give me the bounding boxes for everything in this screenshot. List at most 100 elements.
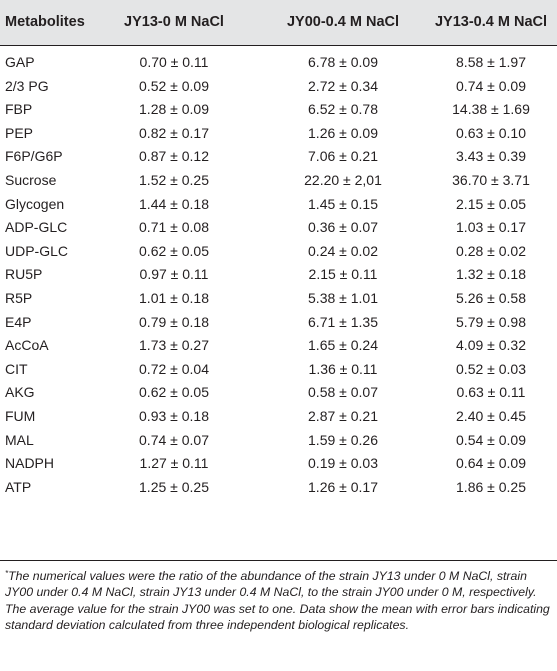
table-row: 2/3 PG 0.52 ± 0.09 2.72 ± 0.34 0.74 ± 0.09 <box>0 75 557 99</box>
table-row: RU5P 0.97 ± 0.11 2.15 ± 0.11 1.32 ± 0.18 <box>0 263 557 287</box>
table-row: GAP 0.70 ± 0.11 6.78 ± 0.09 8.58 ± 1.97 <box>0 51 557 75</box>
metabolite-name: ADP-GLC <box>5 219 68 236</box>
metabolite-name: Sucrose <box>5 171 57 188</box>
jy13-04m-value: 14.38 ± 1.69 <box>452 101 530 118</box>
table-footnote: *The numerical values were the ratio of … <box>5 568 553 633</box>
jy13-0m-value: 0.93 ± 0.18 <box>139 407 209 424</box>
jy13-04m-value: 0.63 ± 0.10 <box>456 124 526 141</box>
jy13-04m-value: 36.70 ± 3.71 <box>452 171 530 188</box>
jy00-04m-value: 1.65 ± 0.24 <box>308 337 378 354</box>
table-row: FUM 0.93 ± 0.18 2.87 ± 0.21 2.40 ± 0.45 <box>0 405 557 429</box>
metabolite-name: UDP-GLC <box>5 242 69 259</box>
jy13-0m-value: 0.74 ± 0.07 <box>139 431 209 448</box>
metabolite-name: NADPH <box>5 455 55 472</box>
metabolite-name: FUM <box>5 407 36 424</box>
footer-divider <box>0 560 557 561</box>
jy00-04m-value: 5.38 ± 1.01 <box>308 289 378 306</box>
jy13-0m-value: 0.79 ± 0.18 <box>139 313 209 330</box>
table-row: CIT 0.72 ± 0.04 1.36 ± 0.11 0.52 ± 0.03 <box>0 358 557 382</box>
metabolite-name: CIT <box>5 360 28 377</box>
metabolite-name: E4P <box>5 313 32 330</box>
header-divider <box>0 45 557 46</box>
jy00-04m-value: 0.58 ± 0.07 <box>308 384 378 401</box>
jy13-04m-value: 1.32 ± 0.18 <box>456 266 526 283</box>
jy00-04m-value: 6.52 ± 0.78 <box>308 101 378 118</box>
jy00-04m-value: 6.71 ± 1.35 <box>308 313 378 330</box>
jy00-04m-value: 1.45 ± 0.15 <box>308 195 378 212</box>
table-row: UDP-GLC 0.62 ± 0.05 0.24 ± 0.02 0.28 ± 0.02 <box>0 240 557 264</box>
table-row: Glycogen 1.44 ± 0.18 1.45 ± 0.15 2.15 ± 0.0… <box>0 193 557 217</box>
jy13-04m-value: 3.43 ± 0.39 <box>456 148 526 165</box>
jy13-0m-value: 0.82 ± 0.17 <box>139 124 209 141</box>
jy00-04m-value: 0.36 ± 0.07 <box>308 219 378 236</box>
jy00-04m-value: 0.24 ± 0.02 <box>308 242 378 259</box>
jy13-04m-value: 5.26 ± 0.58 <box>456 289 526 306</box>
table-row: F6P/G6P 0.87 ± 0.12 7.06 ± 0.21 3.43 ± 0.39 <box>0 145 557 169</box>
jy13-04m-value: 5.79 ± 0.98 <box>456 313 526 330</box>
jy00-04m-value: 2.15 ± 0.11 <box>308 266 378 283</box>
metabolite-name: AKG <box>5 384 35 401</box>
metabolite-name: AcCoA <box>5 337 49 354</box>
table-row: AcCoA 1.73 ± 0.27 1.65 ± 0.24 4.09 ± 0.32 <box>0 334 557 358</box>
jy00-04m-value: 6.78 ± 0.09 <box>308 54 378 70</box>
jy13-0m-value: 1.28 ± 0.09 <box>139 101 209 118</box>
jy13-04m-value: 0.63 ± 0.11 <box>456 384 526 401</box>
jy00-04m-value: 0.19 ± 0.03 <box>308 455 378 472</box>
jy13-0m-value: 1.27 ± 0.11 <box>139 455 209 472</box>
jy13-0m-value: 0.97 ± 0.11 <box>139 266 209 283</box>
metabolite-name: R5P <box>5 289 33 306</box>
metabolite-name: 2/3 PG <box>5 77 49 94</box>
metabolite-name: ATP <box>5 478 32 495</box>
metabolite-name: PEP <box>5 124 34 141</box>
table-row: MAL 0.74 ± 0.07 1.59 ± 0.26 0.54 ± 0.09 <box>0 429 557 453</box>
jy13-04m-value: 2.40 ± 0.45 <box>456 407 526 424</box>
jy13-04m-value: 4.09 ± 0.32 <box>456 337 526 354</box>
table-row: NADPH 1.27 ± 0.11 0.19 ± 0.03 0.64 ± 0.09 <box>0 452 557 476</box>
jy13-0m-value: 1.73 ± 0.27 <box>139 337 209 354</box>
metabolite-name: GAP <box>5 54 35 70</box>
jy13-04m-value: 1.03 ± 0.17 <box>456 219 526 236</box>
jy13-04m-value: 0.54 ± 0.09 <box>456 431 526 448</box>
metabolite-name: RU5P <box>5 266 43 283</box>
jy13-0m-value: 1.25 ± 0.25 <box>139 478 209 495</box>
jy13-0m-value: 0.52 ± 0.09 <box>139 77 209 94</box>
jy00-04m-value: 1.26 ± 0.17 <box>308 478 378 495</box>
header-jy13-0m: JY13-0 M NaCl <box>124 14 224 30</box>
jy13-0m-value: 1.52 ± 0.25 <box>139 171 209 188</box>
jy13-04m-value: 2.15 ± 0.05 <box>456 195 526 212</box>
jy00-04m-value: 1.26 ± 0.09 <box>308 124 378 141</box>
jy13-0m-value: 0.72 ± 0.04 <box>139 360 209 377</box>
header-metabolites: Metabolites <box>5 14 85 30</box>
table-row: PEP 0.82 ± 0.17 1.26 ± 0.09 0.63 ± 0.10 <box>0 122 557 146</box>
jy13-0m-value: 0.62 ± 0.05 <box>139 384 209 401</box>
jy13-0m-value: 0.62 ± 0.05 <box>139 242 209 259</box>
table-row: E4P 0.79 ± 0.18 6.71 ± 1.35 5.79 ± 0.98 <box>0 311 557 335</box>
table-row: AKG 0.62 ± 0.05 0.58 ± 0.07 0.63 ± 0.11 <box>0 381 557 405</box>
jy13-04m-value: 8.58 ± 1.97 <box>456 54 526 70</box>
header-jy13-04m: JY13-0.4 M NaCl <box>434 14 548 30</box>
jy13-04m-value: 0.28 ± 0.02 <box>456 242 526 259</box>
jy13-04m-value: 0.74 ± 0.09 <box>456 77 526 94</box>
table-body: GAP 0.70 ± 0.11 6.78 ± 0.09 8.58 ± 1.97 2/3 … <box>0 51 557 499</box>
table-row: R5P 1.01 ± 0.18 5.38 ± 1.01 5.26 ± 0.58 <box>0 287 557 311</box>
jy13-0m-value: 0.87 ± 0.12 <box>139 148 209 165</box>
jy13-04m-value: 1.86 ± 0.25 <box>456 478 526 495</box>
table-row: FBP 1.28 ± 0.09 6.52 ± 0.78 14.38 ± 1.69 <box>0 98 557 122</box>
jy13-04m-value: 0.64 ± 0.09 <box>456 455 526 472</box>
jy13-0m-value: 1.44 ± 0.18 <box>139 195 209 212</box>
jy13-0m-value: 1.01 ± 0.18 <box>139 289 209 306</box>
jy00-04m-value: 1.59 ± 0.26 <box>308 431 378 448</box>
metabolite-name: FBP <box>5 101 33 118</box>
jy00-04m-value: 22.20 ± 2,01 <box>304 171 382 188</box>
table-row: ATP 1.25 ± 0.25 1.26 ± 0.17 1.86 ± 0.25 <box>0 476 557 500</box>
footnote-marker: * <box>5 569 9 578</box>
jy00-04m-value: 2.87 ± 0.21 <box>308 407 378 424</box>
jy00-04m-value: 2.72 ± 0.34 <box>308 77 378 94</box>
jy13-0m-value: 0.70 ± 0.11 <box>139 54 209 70</box>
header-jy00-04m: JY00-0.4 M NaCl <box>286 14 400 30</box>
jy13-04m-value: 0.52 ± 0.03 <box>456 360 526 377</box>
table-header: Metabolites JY13-0 M NaCl JY00-0.4 M NaC… <box>0 0 557 45</box>
metabolite-name: Glycogen <box>5 195 65 212</box>
metabolite-name: F6P/G6P <box>5 148 63 165</box>
